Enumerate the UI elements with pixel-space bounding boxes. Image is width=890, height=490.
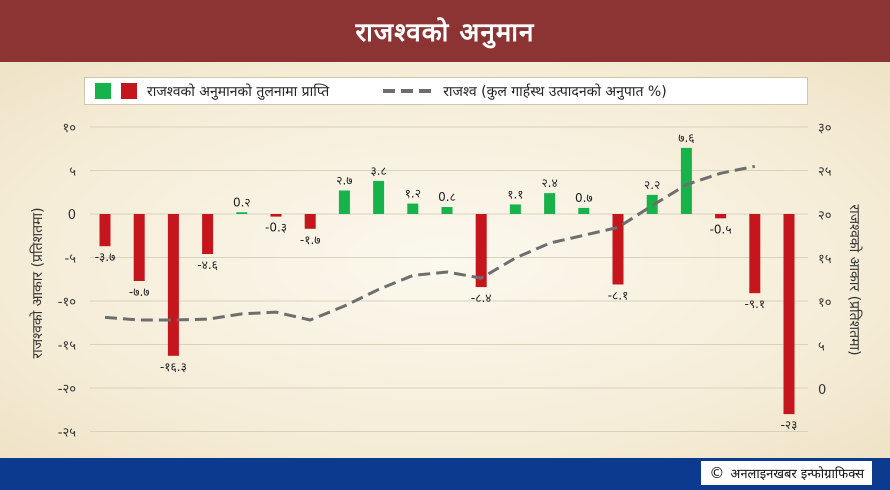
bar-data-label: -१.७ — [300, 233, 321, 247]
y-left-tick-label: -१० — [58, 295, 76, 310]
y-right-tick-label: ५ — [818, 339, 825, 354]
y-right-tick-label: १५ — [818, 252, 832, 267]
bar — [133, 214, 145, 281]
y-left-tick-label: -१५ — [58, 339, 76, 354]
y-left-tick-label: -२० — [58, 382, 76, 397]
y-right-tick-label: २० — [818, 208, 832, 223]
bar — [99, 214, 111, 247]
bar — [612, 214, 624, 285]
credit-box: © अनलाइनखबर इन्फोग्राफिक्स — [701, 461, 872, 485]
bar-data-label: -९.१ — [744, 297, 765, 311]
bar-data-label: 0.२ — [233, 195, 251, 209]
bar-data-label: 0.८ — [438, 190, 456, 204]
bar-data-label: -0.३ — [265, 221, 287, 235]
legend-bar-label: राजश्वको अनुमानको तुलनामा प्राप्ति — [147, 83, 330, 100]
y-left-tick-label: ५ — [69, 165, 76, 180]
bar-data-label: २.४ — [541, 176, 557, 190]
bar — [715, 214, 727, 219]
bar — [304, 214, 316, 229]
y-left-tick-label: -२५ — [58, 426, 76, 441]
bar — [578, 207, 590, 214]
bar — [749, 214, 761, 294]
y-right-tick-label: १० — [818, 296, 832, 311]
bar-data-label: १.१ — [507, 187, 523, 201]
bar-data-label: -४.६ — [197, 258, 218, 272]
legend-negative-swatch — [121, 83, 137, 99]
y-left-tick-label: १० — [62, 121, 76, 136]
bar-data-label: -१६.३ — [160, 360, 187, 374]
bar-data-label: २.७ — [336, 174, 352, 188]
bar-data-label: -२३ — [781, 418, 798, 432]
bar — [167, 214, 179, 356]
bar — [236, 212, 248, 214]
chart-area — [0, 62, 890, 458]
bar — [783, 214, 795, 415]
bar-data-label: -0.५ — [710, 222, 732, 236]
credit-text: अनलाइनखबर इन्फोग्राफिक्स — [730, 467, 864, 482]
bar-data-label: -७.७ — [129, 285, 150, 299]
bar — [646, 194, 658, 214]
bar — [475, 214, 487, 288]
revenue-gdp-line — [104, 164, 756, 322]
bar-data-label: ७.६ — [678, 131, 694, 145]
bar-data-label: ३.८ — [370, 164, 386, 178]
chart-legend: राजश्वको अनुमानको तुलनामा प्राप्ति राजश्… — [84, 77, 808, 105]
y-right-axis-title: राजश्वको आकार (प्रतिशतमा) — [846, 204, 863, 355]
bar — [407, 203, 419, 214]
legend-dashed-line-icon — [383, 89, 436, 93]
bar-data-label: -८.१ — [608, 288, 629, 302]
bar — [270, 214, 282, 217]
chart-svg: १० ५ 0 -५ -१० -१५ -२० -२५ ३० २५ २० १५ १० ५ 0 राजश्वको आ… — [29, 121, 863, 441]
y-right-tick-label: २५ — [818, 165, 832, 180]
bar-data-label: -८.४ — [471, 291, 492, 305]
copyright-icon: © — [709, 464, 725, 482]
bar-data-label: -३.७ — [95, 250, 116, 264]
footer-bar: © अनलाइनखबर इन्फोग्राफिक्स — [0, 458, 890, 490]
bar — [373, 180, 385, 214]
bar — [338, 190, 350, 214]
bar — [509, 204, 521, 214]
bar — [680, 147, 692, 214]
y-right-tick-label: ३० — [818, 121, 832, 136]
bar-data-label: 0.७ — [575, 191, 593, 205]
header-bar: राजश्वको अनुमान — [0, 0, 890, 62]
bar — [544, 193, 556, 214]
legend-line-label: राजश्व (कुल गार्हस्थ उत्पादनको अनुपात %) — [443, 83, 667, 100]
y-right-tick-label: 0 — [818, 383, 826, 398]
y-left-axis-title: राजश्वको आकार (प्रतिशतमा) — [29, 207, 46, 358]
bar — [441, 207, 453, 214]
page-title: राजश्वको अनुमान — [355, 18, 535, 48]
y-left-tick-label: -५ — [65, 252, 77, 267]
bar — [202, 214, 214, 255]
bar-data-label: १.२ — [405, 187, 421, 201]
y-left-tick-label: 0 — [68, 208, 76, 223]
bar-data-label: २.२ — [644, 178, 660, 192]
legend-positive-swatch — [95, 83, 111, 99]
